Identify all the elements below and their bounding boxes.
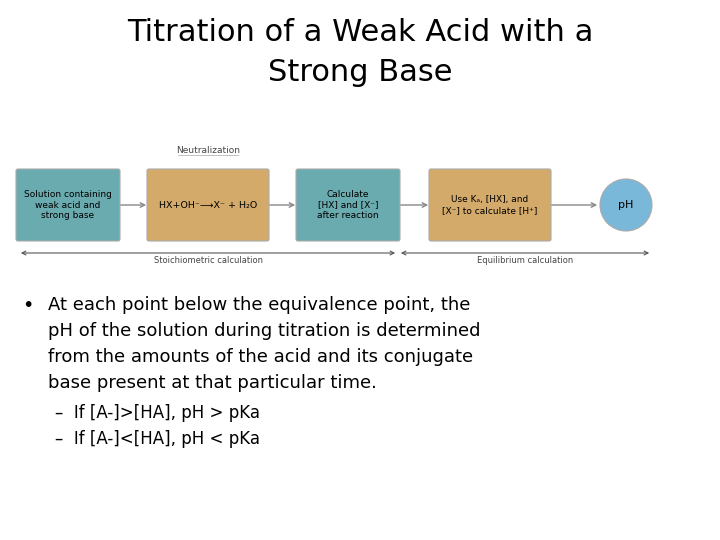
Text: from the amounts of the acid and its conjugate: from the amounts of the acid and its con… [48, 348, 473, 366]
Text: pH: pH [618, 200, 634, 210]
Text: –  If [A-]>[HA], pH > pKa: – If [A-]>[HA], pH > pKa [55, 404, 260, 422]
Text: •: • [22, 296, 34, 315]
Text: Titration of a Weak Acid with a: Titration of a Weak Acid with a [127, 18, 593, 47]
Text: Calculate
[HX] and [X⁻]
after reaction: Calculate [HX] and [X⁻] after reaction [318, 190, 379, 220]
Text: Neutralization: Neutralization [176, 146, 240, 155]
Text: base present at that particular time.: base present at that particular time. [48, 374, 377, 392]
FancyBboxPatch shape [429, 169, 551, 241]
Text: HX+OH⁻⟶X⁻ + H₂O: HX+OH⁻⟶X⁻ + H₂O [159, 200, 257, 210]
FancyBboxPatch shape [147, 169, 269, 241]
Text: Solution containing
weak acid and
strong base: Solution containing weak acid and strong… [24, 190, 112, 220]
Text: pH of the solution during titration is determined: pH of the solution during titration is d… [48, 322, 480, 340]
Text: –  If [A-]<[HA], pH < pKa: – If [A-]<[HA], pH < pKa [55, 430, 260, 448]
FancyBboxPatch shape [296, 169, 400, 241]
Text: At each point below the equivalence point, the: At each point below the equivalence poin… [48, 296, 470, 314]
Text: Stoichiometric calculation: Stoichiometric calculation [153, 256, 263, 265]
FancyBboxPatch shape [16, 169, 120, 241]
Ellipse shape [600, 179, 652, 231]
Text: Use Kₐ, [HX], and
[X⁻] to calculate [H⁺]: Use Kₐ, [HX], and [X⁻] to calculate [H⁺] [442, 195, 538, 215]
Text: Strong Base: Strong Base [268, 58, 452, 87]
Text: Equilibrium calculation: Equilibrium calculation [477, 256, 573, 265]
